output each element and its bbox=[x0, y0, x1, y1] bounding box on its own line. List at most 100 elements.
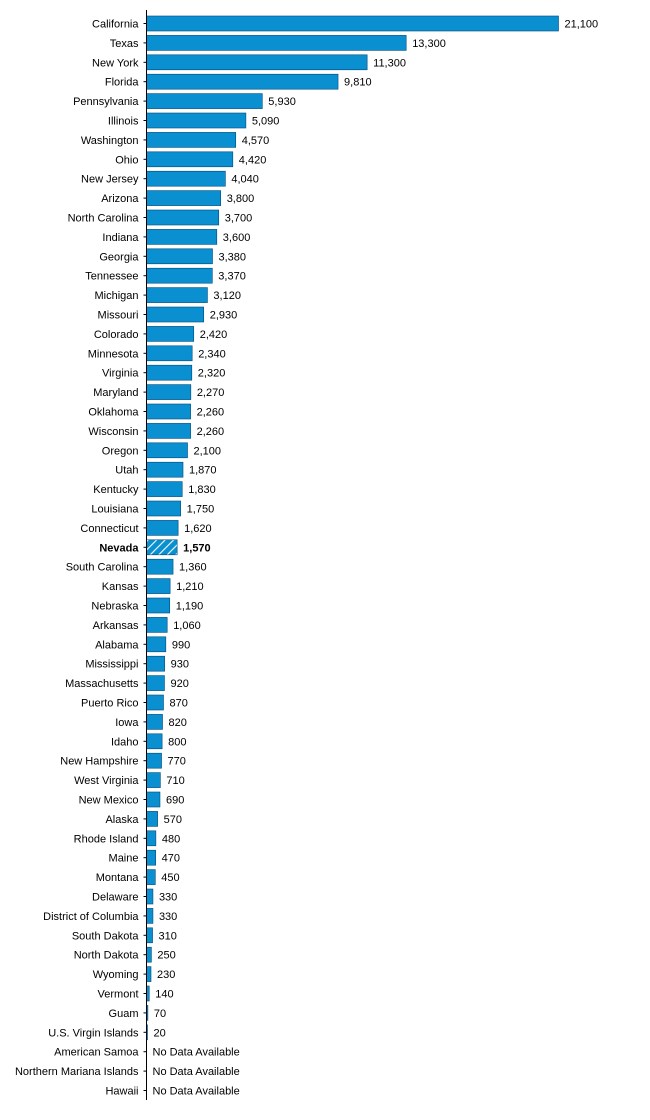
bar-new-jersey bbox=[146, 170, 226, 187]
value-label-hawaii: No Data Available bbox=[153, 1086, 240, 1098]
value-label-iowa: 820 bbox=[169, 717, 187, 729]
value-label-massachusetts: 920 bbox=[170, 678, 188, 690]
bar-missouri bbox=[146, 306, 205, 323]
value-label-nevada: 1,570 bbox=[183, 542, 211, 554]
value-label-new-hampshire: 770 bbox=[168, 756, 186, 768]
value-label-south-dakota: 310 bbox=[159, 930, 177, 942]
bar-new-hampshire bbox=[146, 752, 162, 769]
bar-nevada bbox=[146, 539, 178, 556]
category-label-new-hampshire: New Hampshire bbox=[60, 756, 138, 768]
value-label-idaho: 800 bbox=[168, 736, 186, 748]
value-label-delaware: 330 bbox=[159, 892, 177, 904]
category-label-american-samoa: American Samoa bbox=[54, 1047, 139, 1059]
value-label-louisiana: 1,750 bbox=[187, 504, 215, 516]
bar-north-carolina bbox=[146, 209, 220, 226]
value-label-minnesota: 2,340 bbox=[198, 348, 226, 360]
value-label-south-carolina: 1,360 bbox=[179, 562, 207, 574]
category-label-iowa: Iowa bbox=[115, 717, 139, 729]
category-label-north-dakota: North Dakota bbox=[74, 950, 140, 962]
value-label-new-jersey: 4,040 bbox=[231, 174, 259, 186]
category-label-washington: Washington bbox=[81, 135, 139, 147]
bar-new-york bbox=[146, 54, 368, 71]
category-label-northern-mariana-islands: Northern Mariana Islands bbox=[15, 1066, 139, 1078]
bar-nebraska bbox=[146, 597, 171, 614]
category-label-indiana: Indiana bbox=[102, 232, 139, 244]
category-label-california: California bbox=[92, 19, 139, 31]
bar-massachusetts bbox=[146, 675, 165, 691]
category-label-kentucky: Kentucky bbox=[93, 484, 139, 496]
category-label-arkansas: Arkansas bbox=[93, 620, 139, 632]
value-label-missouri: 2,930 bbox=[210, 310, 238, 322]
category-label-guam: Guam bbox=[109, 1008, 139, 1020]
value-label-utah: 1,870 bbox=[189, 465, 217, 477]
category-label-vermont: Vermont bbox=[98, 989, 139, 1001]
value-label-alabama: 990 bbox=[172, 639, 190, 651]
value-label-virginia: 2,320 bbox=[198, 368, 226, 380]
value-label-illinois: 5,090 bbox=[252, 116, 280, 128]
value-label-kentucky: 1,830 bbox=[188, 484, 216, 496]
bar-colorado bbox=[146, 326, 195, 342]
category-label-louisiana: Louisiana bbox=[91, 504, 139, 516]
bar-minnesota bbox=[146, 345, 193, 362]
bar-iowa bbox=[146, 714, 163, 730]
bars-group: California 21,100 Texas 13,300 New York 11,30… bbox=[15, 15, 598, 1098]
value-label-new-york: 11,300 bbox=[373, 57, 406, 69]
value-label-new-mexico: 690 bbox=[166, 795, 184, 807]
category-label-georgia: Georgia bbox=[99, 251, 139, 263]
bar-michigan bbox=[146, 287, 208, 303]
value-label-georgia: 3,380 bbox=[218, 251, 246, 263]
bar-south-carolina bbox=[146, 558, 174, 575]
category-label-nevada: Nevada bbox=[99, 542, 139, 554]
value-label-mississippi: 930 bbox=[171, 659, 189, 671]
bar-new-mexico bbox=[146, 791, 161, 808]
value-label-tennessee: 3,370 bbox=[218, 271, 246, 283]
value-label-maryland: 2,270 bbox=[197, 387, 225, 399]
value-label-north-dakota: 250 bbox=[157, 950, 175, 962]
category-label-missouri: Missouri bbox=[98, 310, 139, 322]
value-label-nebraska: 1,190 bbox=[176, 601, 204, 613]
value-label-montana: 450 bbox=[161, 872, 179, 884]
bar-wyoming bbox=[146, 966, 152, 982]
category-label-alabama: Alabama bbox=[95, 639, 139, 651]
value-label-kansas: 1,210 bbox=[176, 581, 204, 593]
bar-idaho bbox=[146, 733, 163, 750]
category-label-massachusetts: Massachusetts bbox=[65, 678, 139, 690]
bar-alabama bbox=[146, 636, 167, 653]
value-label-florida: 9,810 bbox=[344, 77, 372, 89]
category-label-new-jersey: New Jersey bbox=[81, 174, 139, 186]
category-label-delaware: Delaware bbox=[92, 892, 138, 904]
category-label-illinois: Illinois bbox=[108, 116, 139, 128]
bar-illinois bbox=[146, 112, 247, 129]
value-label-washington: 4,570 bbox=[242, 135, 270, 147]
bar-louisiana bbox=[146, 500, 181, 517]
value-label-alaska: 570 bbox=[164, 814, 182, 826]
value-label-northern-mariana-islands: No Data Available bbox=[153, 1066, 240, 1078]
bar-rhode-island bbox=[146, 830, 157, 847]
bar-tennessee bbox=[146, 267, 213, 284]
category-label-ohio: Ohio bbox=[115, 154, 138, 166]
category-label-florida: Florida bbox=[105, 77, 140, 89]
bar-montana bbox=[146, 869, 156, 885]
value-label-indiana: 3,600 bbox=[223, 232, 251, 244]
value-label-north-carolina: 3,700 bbox=[225, 213, 253, 225]
category-label-kansas: Kansas bbox=[102, 581, 139, 593]
bar-kentucky bbox=[146, 481, 183, 497]
value-label-district-of-columbia: 330 bbox=[159, 911, 177, 923]
bar-pennsylvania bbox=[146, 93, 263, 109]
value-label-wisconsin: 2,260 bbox=[197, 426, 225, 438]
value-label-rhode-island: 480 bbox=[162, 833, 180, 845]
value-label-maine: 470 bbox=[162, 853, 180, 865]
category-label-alaska: Alaska bbox=[105, 814, 139, 826]
value-label-oklahoma: 2,260 bbox=[197, 407, 225, 419]
category-label-michigan: Michigan bbox=[94, 290, 138, 302]
value-label-puerto-rico: 870 bbox=[169, 698, 187, 710]
category-label-rhode-island: Rhode Island bbox=[74, 833, 139, 845]
category-label-u-s-virgin-islands: U.S. Virgin Islands bbox=[48, 1027, 139, 1039]
bar-kansas bbox=[146, 578, 171, 594]
bar-utah bbox=[146, 461, 184, 478]
bar-virginia bbox=[146, 364, 193, 381]
value-label-arizona: 3,800 bbox=[227, 193, 255, 205]
category-label-new-mexico: New Mexico bbox=[79, 795, 139, 807]
category-label-montana: Montana bbox=[96, 872, 140, 884]
